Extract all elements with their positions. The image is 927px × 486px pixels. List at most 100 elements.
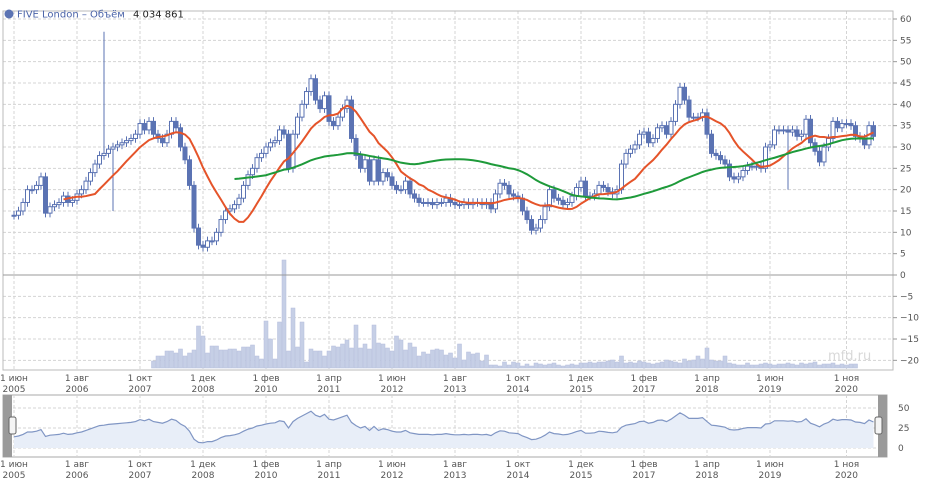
volume-bar	[425, 353, 431, 369]
x-tick-label: 1 окт	[506, 374, 531, 384]
candle-up	[268, 142, 273, 148]
candle-down	[394, 184, 399, 191]
volume-bar	[745, 362, 750, 369]
volume-bar	[808, 362, 813, 369]
volume-bar	[196, 325, 201, 369]
volume-bar	[209, 345, 215, 369]
volume-bar	[565, 364, 570, 369]
y-tick-label: −20	[900, 356, 919, 366]
sma-long-line	[234, 137, 874, 201]
volume-bar	[358, 347, 363, 369]
candle-up	[52, 204, 57, 208]
candle-down	[713, 152, 719, 157]
volume-bar	[556, 364, 561, 369]
candle-down	[367, 159, 372, 182]
x-tick-label: 1 июн	[378, 374, 406, 384]
volume-bar	[641, 361, 647, 369]
volume-bar	[331, 345, 336, 369]
x-tick-year: 2013	[444, 385, 467, 395]
candle-up	[542, 206, 548, 221]
sma-short-line	[63, 104, 874, 223]
y-tick-label: −10	[900, 314, 919, 324]
candle-down	[358, 155, 363, 169]
volume-bar	[326, 350, 332, 369]
volume-bar	[835, 364, 840, 369]
y-tick-label: 0	[900, 271, 906, 281]
volume-bar	[394, 335, 399, 369]
candle-up	[677, 86, 683, 105]
x-tick-year: 2005	[3, 471, 26, 481]
candle-up	[772, 129, 777, 146]
y-tick-label: 55	[900, 36, 911, 46]
y-tick-label: 40	[900, 100, 912, 110]
x-tick-label: 1 фев	[252, 460, 279, 470]
candle-down	[389, 176, 395, 186]
candle-down	[520, 197, 525, 212]
candle-up	[403, 180, 408, 191]
volume-bar	[583, 362, 588, 369]
candle-up	[565, 201, 570, 206]
candle-down	[731, 176, 737, 180]
candle-up	[632, 144, 638, 150]
volume-bar	[817, 364, 822, 369]
volume-bar	[596, 361, 602, 369]
x-tick-label: 1 фев	[630, 374, 657, 384]
candle-up	[295, 116, 300, 135]
candle-up	[641, 131, 647, 135]
legend[interactable]: FIVE London – Объём 4 034 861	[4, 9, 184, 21]
volume-bar	[277, 321, 282, 369]
navigator-y-label: 50	[898, 404, 910, 414]
navigator-right-handle[interactable]	[874, 416, 883, 435]
volume-bar	[439, 349, 444, 369]
volume-bar	[619, 355, 624, 369]
volume-bar	[677, 362, 683, 369]
candle-up	[533, 227, 539, 231]
volume-bar	[371, 324, 377, 369]
volume-bar	[304, 361, 309, 369]
candle-up	[245, 174, 251, 186]
volume-bar	[227, 348, 233, 369]
volume-bar	[763, 362, 768, 369]
x-tick-year: 2015	[570, 471, 593, 481]
volume-bar	[452, 357, 458, 369]
candle-up	[767, 144, 773, 148]
candle-up	[209, 240, 215, 243]
x-tick-label: 1 ноя	[834, 460, 859, 470]
volume-bar	[164, 350, 170, 369]
price-grid	[3, 11, 893, 370]
volume-bar	[286, 350, 291, 369]
candle-up	[70, 199, 75, 203]
y-tick-label: 50	[900, 58, 912, 68]
volume-bar	[493, 364, 498, 369]
volume-bar	[821, 363, 827, 369]
candle-up	[223, 210, 228, 221]
candle-down	[187, 159, 192, 186]
x-tick-label: 1 фев	[252, 374, 279, 384]
candle-up	[668, 120, 674, 135]
x-tick-label: 1 дек	[568, 374, 594, 384]
volume-bar	[538, 363, 543, 369]
navigator-left-handle[interactable]	[8, 416, 17, 435]
volume-bar	[259, 358, 264, 369]
volume-bar	[826, 363, 831, 369]
volume-bar	[722, 355, 728, 369]
candle-up	[92, 163, 98, 174]
volume-bar	[245, 346, 251, 369]
candle-down	[722, 159, 728, 165]
candle-down	[191, 184, 197, 229]
volume-bar	[776, 363, 782, 369]
volume-bar	[529, 365, 534, 369]
volume-bar	[169, 350, 174, 369]
volume-bar	[605, 360, 611, 369]
candle-down	[848, 123, 854, 127]
volume-bar	[578, 362, 584, 369]
x-tick-year: 2008	[192, 471, 215, 481]
candle-up	[799, 133, 804, 137]
candle-up	[11, 214, 17, 217]
volume-bar	[254, 355, 260, 369]
volume-bar	[322, 355, 327, 369]
navigator[interactable]: 50 25 0	[2, 394, 910, 458]
volume-bar	[767, 363, 773, 369]
